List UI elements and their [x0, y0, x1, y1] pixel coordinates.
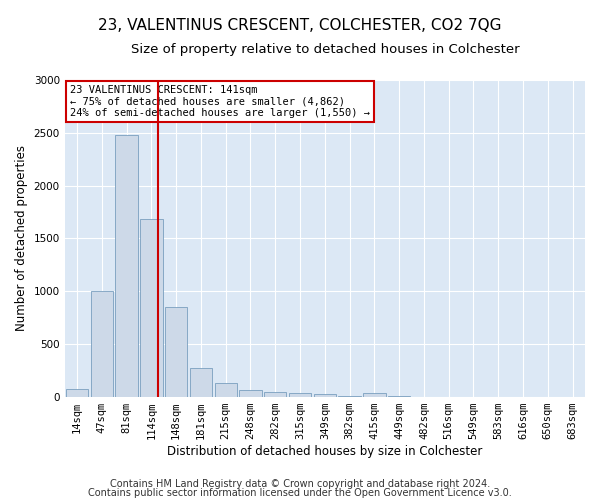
Text: Contains public sector information licensed under the Open Government Licence v3: Contains public sector information licen…	[88, 488, 512, 498]
Bar	[363, 393, 386, 396]
Bar	[165, 307, 187, 396]
Bar	[239, 390, 262, 396]
Text: Contains HM Land Registry data © Crown copyright and database right 2024.: Contains HM Land Registry data © Crown c…	[110, 479, 490, 489]
Title: Size of property relative to detached houses in Colchester: Size of property relative to detached ho…	[131, 42, 519, 56]
Bar	[264, 392, 286, 396]
Bar	[289, 393, 311, 396]
Bar	[91, 291, 113, 397]
Y-axis label: Number of detached properties: Number of detached properties	[15, 146, 28, 332]
Text: 23 VALENTINUS CRESCENT: 141sqm
← 75% of detached houses are smaller (4,862)
24% : 23 VALENTINUS CRESCENT: 141sqm ← 75% of …	[70, 85, 370, 118]
Bar	[314, 394, 336, 396]
Bar	[115, 135, 138, 396]
Bar	[215, 383, 237, 396]
Bar	[190, 368, 212, 396]
Text: 23, VALENTINUS CRESCENT, COLCHESTER, CO2 7QG: 23, VALENTINUS CRESCENT, COLCHESTER, CO2…	[98, 18, 502, 32]
X-axis label: Distribution of detached houses by size in Colchester: Distribution of detached houses by size …	[167, 444, 482, 458]
Bar	[140, 220, 163, 396]
Bar	[66, 388, 88, 396]
